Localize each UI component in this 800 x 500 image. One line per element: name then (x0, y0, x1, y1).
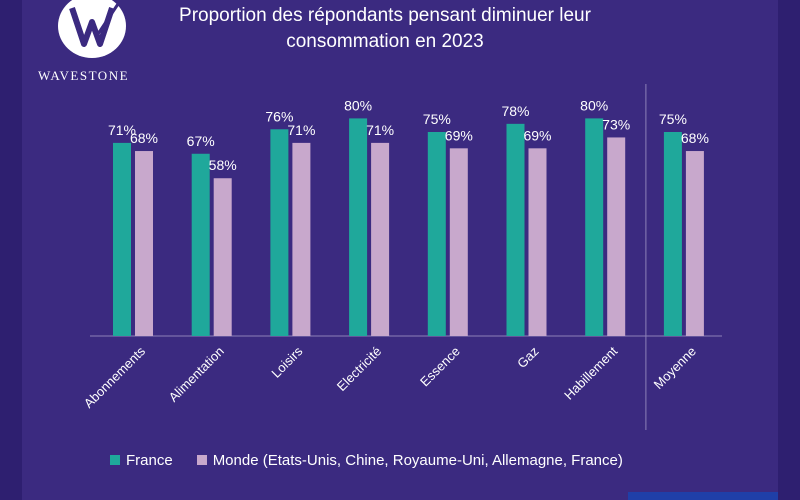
category-label-1: Alimentation (166, 344, 227, 405)
corner-accent-bar (628, 492, 778, 500)
brand-logo: WAVESTONE (38, 0, 168, 90)
legend-label-france: France (126, 451, 173, 469)
legend-swatch-monde (196, 455, 207, 465)
bar-monde-2 (292, 142, 311, 336)
chart-title: Proportion des répondants pensant diminu… (160, 3, 610, 55)
bar-monde-5 (528, 148, 547, 336)
legend-item-monde: Monde (Etats-Unis, Chine, Royaume-Uni, A… (196, 451, 623, 469)
bar-monde-6 (607, 137, 626, 336)
category-label-3: Electricité (334, 344, 384, 394)
data-label-france-5: 78% (501, 103, 529, 119)
data-label-france-0: 71% (108, 122, 136, 138)
data-label-monde-0: 68% (130, 130, 158, 146)
bar-monde-4 (449, 148, 468, 336)
data-label-monde-5: 69% (523, 127, 551, 143)
data-label-monde-7: 68% (681, 130, 709, 146)
bar-france-7 (663, 132, 682, 336)
bar-france-0 (113, 142, 131, 336)
category-label-4: Essence (417, 344, 463, 390)
category-label-5: Gaz (514, 344, 541, 371)
data-label-france-1: 67% (187, 133, 215, 149)
bar-france-3 (349, 118, 368, 337)
logo-emblem (58, 0, 126, 58)
category-label-6: Habillement (561, 343, 620, 402)
right-border (778, 0, 800, 500)
chart-title-line-2: consommation en 2023 (286, 31, 484, 52)
bar-france-4 (427, 132, 446, 336)
data-label-france-4: 75% (423, 111, 451, 127)
bar-france-6 (585, 118, 604, 337)
category-label-2: Loisirs (268, 343, 306, 381)
data-label-monde-1: 58% (209, 157, 237, 173)
bar-france-2 (270, 129, 289, 336)
data-label-monde-6: 73% (602, 116, 630, 132)
data-label-france-7: 75% (659, 111, 687, 127)
bar-france-5 (506, 123, 525, 336)
chart-title-line-1: Proportion des répondants pensant diminu… (179, 5, 591, 26)
bar-monde-7 (685, 151, 704, 336)
data-label-monde-3: 71% (366, 122, 394, 138)
brand-name: WAVESTONE (38, 68, 130, 83)
legend-item-france: France (110, 452, 173, 469)
data-label-monde-4: 69% (445, 127, 473, 143)
bar-monde-1 (213, 178, 232, 336)
left-border (0, 0, 22, 500)
legend-label-monde: Monde (Etats-Unis, Chine, Royaume-Uni, A… (212, 451, 623, 469)
legend-swatch-france (110, 455, 120, 465)
data-label-france-2: 76% (265, 108, 293, 124)
category-label-7: Moyenne (651, 344, 699, 392)
bar-monde-3 (371, 142, 390, 336)
data-label-monde-2: 71% (287, 122, 315, 138)
bar-monde-0 (135, 151, 153, 336)
data-label-france-3: 80% (344, 97, 372, 113)
bar-france-1 (191, 153, 210, 336)
category-label-0: Abonnements (81, 343, 149, 411)
chart-legend: France Monde (Etats-Unis, Chine, Royaume… (110, 450, 647, 470)
data-label-france-6: 80% (580, 97, 608, 113)
logo-w-icon (69, 3, 120, 47)
